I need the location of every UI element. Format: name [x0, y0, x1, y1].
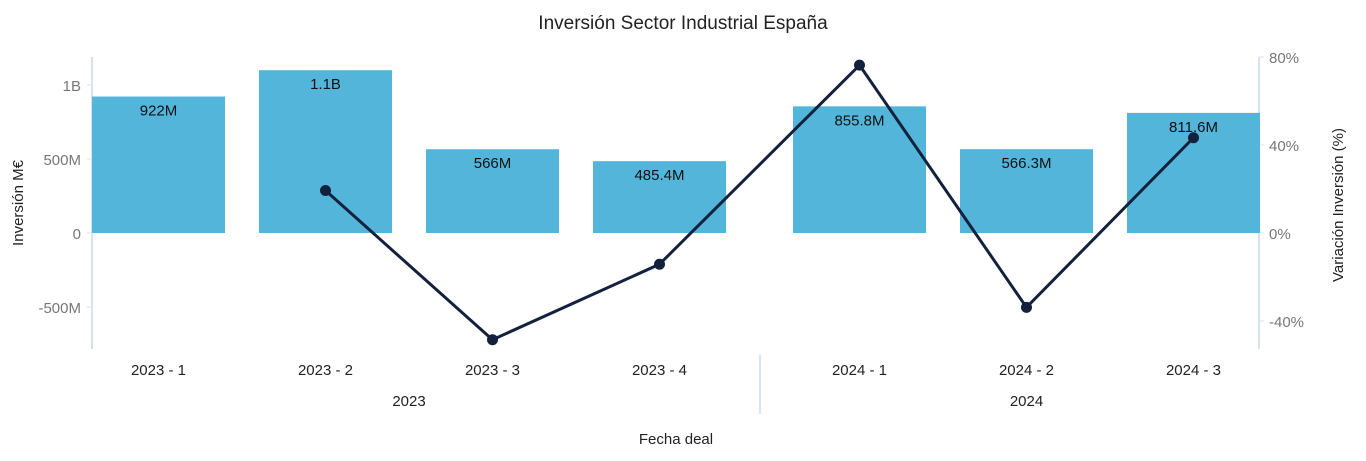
x-tick-label: 2023 - 4: [632, 362, 687, 379]
x-tick-label: 2023 - 1: [131, 362, 186, 379]
bar: [259, 70, 392, 233]
x-tick-label: 2024 - 1: [832, 362, 887, 379]
bar-data-label: 566.3M: [1001, 155, 1051, 172]
line-point: [320, 185, 331, 197]
x-group-label: 2024: [1010, 393, 1043, 410]
bar-data-label: 485.4M: [634, 167, 684, 184]
line-point: [854, 59, 865, 71]
right-tick-label: 80%: [1269, 50, 1299, 67]
bar: [92, 96, 225, 233]
bar-data-label: 922M: [140, 103, 178, 120]
line-point: [1021, 301, 1032, 313]
right-tick-label: -40%: [1269, 314, 1304, 331]
x-axis-title: Fecha deal: [639, 431, 713, 448]
left-tick-label: 0: [73, 226, 81, 243]
left-tick-label: 500M: [43, 152, 81, 169]
x-tick-label: 2023 - 3: [465, 362, 520, 379]
variation-line: [324, 63, 1195, 342]
bar: [426, 149, 559, 233]
bar: [960, 149, 1093, 233]
line-point: [654, 258, 665, 270]
bar-data-label: 811.6M: [1169, 119, 1218, 136]
left-tick-label: 1B: [63, 78, 81, 95]
chart-title: Inversión Sector Industrial España: [538, 13, 828, 34]
right-tick-label: 0%: [1269, 226, 1291, 243]
left-tick-label: -500M: [38, 300, 81, 317]
x-tick-label: 2024 - 3: [1166, 362, 1221, 379]
bar-data-label: 1.1B: [310, 76, 341, 93]
line-point: [487, 334, 498, 346]
bar-data-label: 855.8M: [834, 112, 884, 129]
left-axis-title: Inversión M€: [10, 159, 27, 246]
x-tick-label: 2023 - 2: [298, 362, 353, 379]
right-tick-label: 40%: [1269, 138, 1299, 155]
x-group-label: 2023: [392, 393, 425, 410]
line-point: [1188, 132, 1199, 144]
bar-data-label: 566M: [474, 155, 512, 172]
right-axis-title: Variación Inversión (%): [1330, 128, 1347, 282]
x-tick-label: 2024 - 2: [999, 362, 1054, 379]
